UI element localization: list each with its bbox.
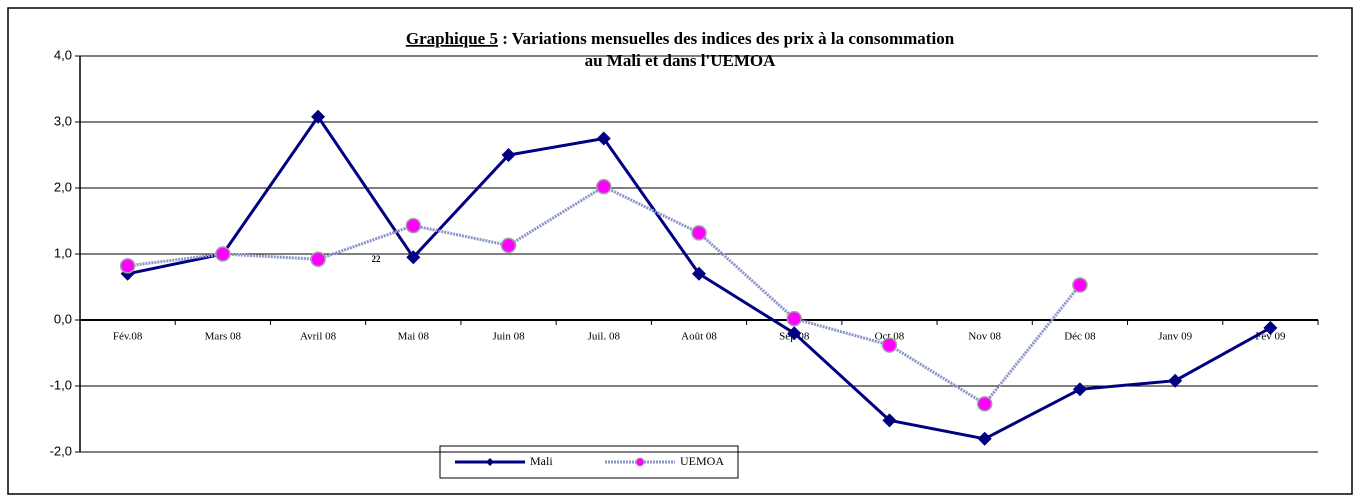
marker [405, 217, 422, 234]
annotation: 22 [372, 254, 382, 264]
marker [119, 258, 136, 274]
marker [500, 237, 517, 254]
marker [977, 431, 992, 446]
marker [691, 225, 707, 241]
x-tick-label: Déc 08 [1064, 331, 1096, 343]
marker [501, 148, 516, 162]
x-tick-label: Janv 09 [1158, 331, 1192, 343]
chart-title: Graphique 5 : Variations mensuelles des … [406, 29, 955, 48]
legend-label: Mali [530, 454, 553, 468]
y-tick-label: 3,0 [54, 113, 72, 128]
x-tick-label: Juil. 08 [588, 331, 621, 343]
marker [311, 109, 326, 124]
x-tick-label: Nov 08 [968, 331, 1001, 343]
y-tick-label: -1,0 [50, 377, 72, 392]
marker [1072, 277, 1088, 293]
marker [692, 266, 706, 281]
marker [596, 131, 611, 146]
x-tick-label: Juin 08 [492, 331, 525, 343]
marker [310, 251, 326, 268]
x-tick-label: Mars 08 [205, 331, 242, 343]
marker [1263, 320, 1278, 335]
y-tick-label: 2,0 [54, 179, 72, 194]
legend-marker [635, 457, 645, 467]
chart-border [7, 7, 1353, 495]
title-line: : Variations mensuelles des indices des … [498, 29, 955, 48]
x-tick-label: Oct 08 [875, 331, 905, 343]
marker [976, 396, 993, 412]
marker [215, 246, 231, 262]
x-tick-label: Août 08 [681, 331, 717, 343]
y-tick-label: 4,0 [54, 47, 72, 62]
y-tick-label: 0,0 [54, 311, 72, 326]
marker [406, 250, 421, 265]
y-tick-label: 1,0 [54, 245, 72, 260]
marker [786, 310, 802, 327]
marker [596, 178, 612, 195]
x-tick-label: Fév.08 [113, 331, 143, 343]
legend-label: UEMOA [680, 454, 724, 468]
marker [1072, 382, 1087, 397]
title-label: Graphique 5 [406, 29, 498, 48]
legend-marker [486, 458, 494, 466]
marker [787, 326, 802, 341]
marker [1168, 373, 1183, 388]
marker [882, 413, 897, 428]
x-tick-label: Avril 08 [300, 331, 337, 343]
chart-title: au Mali et dans l'UEMOA [585, 51, 777, 70]
marker [881, 337, 898, 353]
x-tick-label: Mai 08 [398, 331, 430, 343]
y-tick-label: -2,0 [50, 443, 72, 458]
